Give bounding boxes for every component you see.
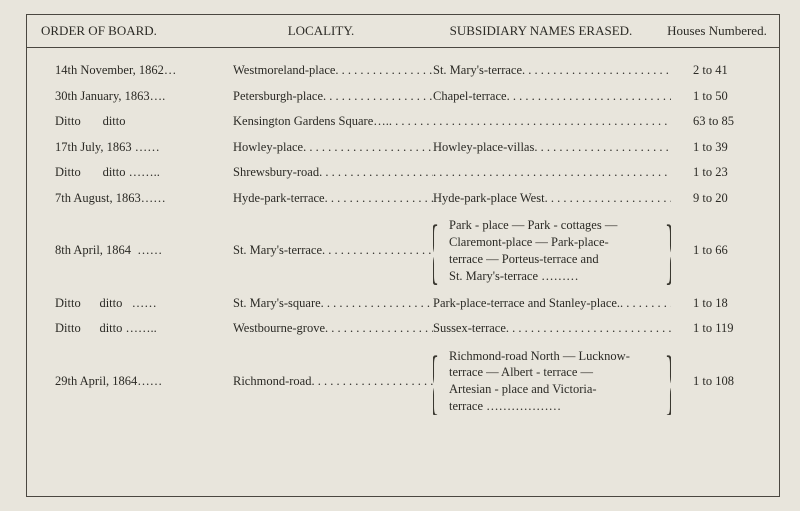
cell-subsidiary: {Richmond-road North — Lucknow-terrace —… — [433, 348, 671, 416]
table-frame: ORDER OF BOARD. LOCALITY. SUBSIDIARY NAM… — [26, 14, 780, 497]
cell-houses: 1 to 66 — [671, 242, 779, 260]
cell-order: 29th April, 1864…… — [27, 373, 233, 391]
header-subsidiary: SUBSIDIARY NAMES ERASED. — [421, 23, 661, 39]
cell-locality: St. Mary's-terrace . . . . . . . . . . .… — [233, 242, 433, 260]
cell-locality: Richmond-road . . . . . . . . . . . . . … — [233, 373, 433, 391]
table-row: Ditto dittoKensington Gardens Square…. .… — [27, 109, 779, 135]
cell-houses: 1 to 119 — [671, 320, 779, 338]
cell-order: 17th July, 1863 …… — [27, 139, 233, 157]
cell-subsidiary: St. Mary's-terrace . . . . . . . . . . .… — [433, 62, 671, 80]
cell-locality: Petersburgh-place . . . . . . . . . . . … — [233, 88, 433, 106]
cell-houses: 2 to 41 — [671, 62, 779, 80]
cell-houses: 1 to 50 — [671, 88, 779, 106]
cell-houses: 1 to 18 — [671, 295, 779, 313]
table-row: 29th April, 1864……Richmond-road . . . . … — [27, 342, 779, 422]
cell-subsidiary: Sussex-terrace . . . . . . . . . . . . .… — [433, 320, 671, 338]
cell-locality: St. Mary's-square . . . . . . . . . . . … — [233, 295, 433, 313]
table-row: 14th November, 1862…Westmoreland-place .… — [27, 58, 779, 84]
cell-locality: Westmoreland-place . . . . . . . . . . .… — [233, 62, 433, 80]
header-locality: LOCALITY. — [221, 23, 421, 39]
table-row: 8th April, 1864 ……St. Mary's-terrace . .… — [27, 211, 779, 291]
cell-locality: Howley-place . . . . . . . . . . . . . .… — [233, 139, 433, 157]
cell-houses: 1 to 23 — [671, 164, 779, 182]
table-body: 14th November, 1862…Westmoreland-place .… — [27, 48, 779, 421]
cell-houses: 1 to 108 — [671, 373, 779, 391]
cell-houses: 1 to 39 — [671, 139, 779, 157]
cell-subsidiary: Chapel-terrace . . . . . . . . . . . . .… — [433, 88, 671, 106]
cell-subsidiary: Howley-place-villas . . . . . . . . . . … — [433, 139, 671, 157]
cell-houses: 9 to 20 — [671, 190, 779, 208]
page: ORDER OF BOARD. LOCALITY. SUBSIDIARY NAM… — [0, 0, 800, 511]
header-houses: Houses Numbered. — [661, 23, 779, 39]
table-row: 17th July, 1863 ……Howley-place . . . . .… — [27, 135, 779, 161]
cell-order: 14th November, 1862… — [27, 62, 233, 80]
table-row: 30th January, 1863….Petersburgh-place . … — [27, 84, 779, 110]
header-row: ORDER OF BOARD. LOCALITY. SUBSIDIARY NAM… — [27, 15, 779, 48]
cell-order: 30th January, 1863…. — [27, 88, 233, 106]
cell-order: Ditto ditto …….. — [27, 320, 233, 338]
table-row: Ditto ditto ……..Westbourne-grove . . . .… — [27, 316, 779, 342]
table-row: Ditto ditto ……St. Mary's-square . . . . … — [27, 291, 779, 317]
cell-order: 8th April, 1864 …… — [27, 242, 233, 260]
cell-locality: Shrewsbury-road . . . . . . . . . . . . … — [233, 164, 433, 182]
cell-order: 7th August, 1863…… — [27, 190, 233, 208]
cell-locality: Kensington Gardens Square…. . . . . . . … — [233, 113, 433, 131]
cell-locality: Westbourne-grove . . . . . . . . . . . .… — [233, 320, 433, 338]
table-row: 7th August, 1863……Hyde-park-terrace . . … — [27, 186, 779, 212]
cell-subsidiary: {Park - place — Park - cottages —Claremo… — [433, 217, 671, 285]
cell-locality: Hyde-park-terrace . . . . . . . . . . . … — [233, 190, 433, 208]
cell-subsidiary: . . . . . . . . . . . . . . . . . . . . … — [433, 164, 671, 182]
cell-houses: 63 to 85 — [671, 113, 779, 131]
cell-subsidiary: . . . . . . . . . . . . . . . . . . . . … — [433, 113, 671, 131]
cell-order: Ditto ditto …… — [27, 295, 233, 313]
cell-subsidiary: Park-place-terrace and Stanley-place. . … — [433, 295, 671, 313]
cell-order: Ditto ditto …….. — [27, 164, 233, 182]
cell-order: Ditto ditto — [27, 113, 233, 131]
cell-subsidiary: Hyde-park-place West . . . . . . . . . .… — [433, 190, 671, 208]
header-order: ORDER OF BOARD. — [27, 23, 221, 39]
table-row: Ditto ditto ……..Shrewsbury-road . . . . … — [27, 160, 779, 186]
